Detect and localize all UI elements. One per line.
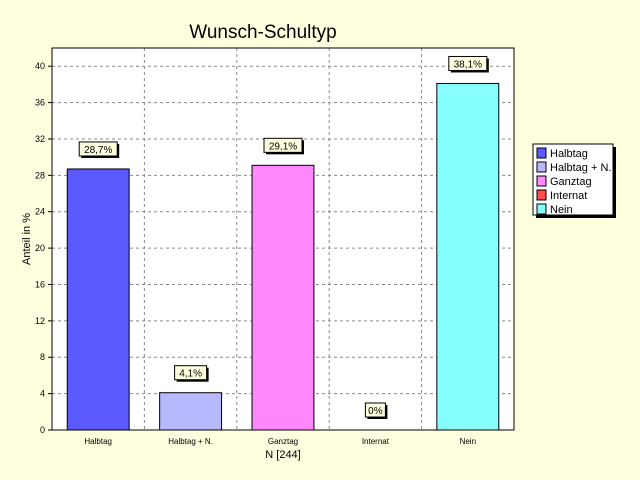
y-axis-label: Anteil in %	[21, 213, 33, 265]
legend-swatch	[536, 161, 547, 173]
x-tick-label: Internat	[362, 437, 390, 446]
data-labels: 28,7% 4,1% 29,1% 0% 38,1%	[78, 55, 489, 419]
y-tick-label: 24	[35, 207, 45, 217]
x-tick-label: Ganztag	[268, 437, 298, 446]
legend-items: Halbtag Halbtag + N. Ganztag Internat Nein	[536, 147, 611, 216]
y-tick-label: 12	[35, 316, 45, 326]
data-label-box	[174, 365, 208, 381]
data-label-box	[78, 141, 118, 157]
bars	[66, 82, 500, 431]
y-tick-label: 20	[35, 243, 45, 253]
legend-label: Halbtag + N.	[550, 162, 611, 174]
legend-swatch	[536, 203, 547, 215]
legend-swatch	[536, 147, 547, 159]
legend-swatch	[536, 189, 547, 201]
y-tick-label: 28	[35, 170, 45, 180]
legend-label: Nein	[550, 204, 573, 216]
bar-halbtag-n	[159, 392, 223, 431]
x-tick-label: Halbtag	[84, 437, 112, 446]
x-axis: Halbtag Halbtag + N. Ganztag Internat Nein	[84, 437, 476, 446]
chart-title: Wunsch-Schultyp	[189, 22, 337, 43]
legend-label: Internat	[550, 190, 587, 202]
data-label: 0%	[368, 406, 383, 417]
y-tick-label: 32	[35, 134, 45, 144]
y-tick-label: 36	[35, 98, 45, 108]
y-tick-label: 0	[40, 425, 45, 435]
y-tick-label: 40	[35, 61, 45, 71]
y-tick-label: 16	[35, 279, 45, 289]
x-axis-label: N [244]	[265, 449, 300, 461]
y-axis: 0 4 8 12 16 20 24 28 32 36 40	[35, 61, 52, 435]
data-label: 29,1%	[269, 141, 297, 152]
bar-ganztag	[251, 164, 315, 431]
bar-nein	[436, 82, 500, 431]
y-tick-label: 8	[40, 352, 45, 362]
legend-swatch	[536, 175, 547, 187]
data-label: 38,1%	[454, 59, 482, 70]
data-label-box	[263, 137, 303, 153]
legend-label: Halbtag	[550, 148, 588, 160]
data-label-box	[448, 55, 488, 71]
x-tick-label: Nein	[460, 437, 476, 446]
legend: Halbtag Halbtag + N. Ganztag Internat Nein	[532, 143, 616, 218]
x-tick-label: Halbtag + N.	[168, 437, 213, 446]
plot-frame	[51, 47, 515, 431]
data-label-box	[364, 402, 386, 418]
data-label: 4,1%	[179, 369, 202, 380]
y-tick-label: 4	[40, 389, 45, 399]
legend-label: Ganztag	[550, 176, 592, 188]
bar-halbtag	[66, 168, 130, 431]
data-label: 28,7%	[84, 145, 112, 156]
